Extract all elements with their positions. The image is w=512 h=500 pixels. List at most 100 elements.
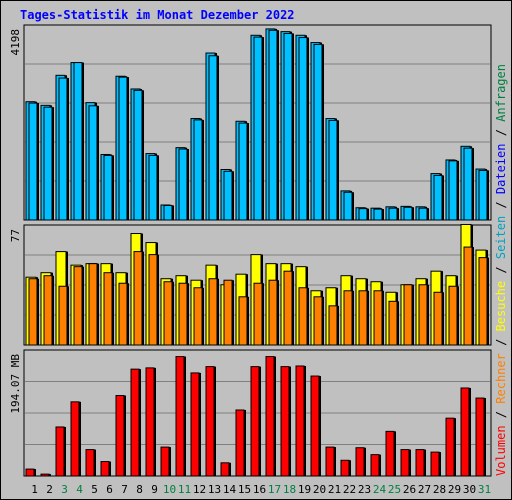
volumen-bar — [265, 356, 275, 477]
dateien-bar — [418, 207, 428, 221]
rechner-bar — [223, 279, 233, 346]
x-tick-label: 22 — [343, 483, 356, 496]
dateien-bar — [73, 62, 83, 221]
x-tick-label: 27 — [418, 483, 431, 496]
dateien-bar — [58, 77, 68, 221]
rechner-bar — [58, 285, 68, 346]
dateien-bar — [358, 208, 368, 221]
y-axis-max-label: 4198 — [9, 29, 22, 56]
rechner-bar — [298, 287, 308, 346]
rechner-bar — [88, 263, 98, 346]
legend-sep-1: / — [494, 411, 508, 418]
dateien-bar — [298, 37, 308, 221]
dateien-bar — [478, 169, 488, 221]
x-tick-label: 10 — [163, 483, 176, 496]
dateien-bar — [163, 204, 173, 221]
legend-sep-5: / — [494, 129, 508, 136]
volumen-bar — [160, 446, 170, 477]
volumen-bar — [250, 366, 260, 477]
legend-besuche: Besuche — [494, 281, 508, 332]
x-tick-label: 18 — [283, 483, 296, 496]
x-tick-label: 12 — [193, 483, 206, 496]
x-tick-label: 30 — [463, 483, 476, 496]
dateien-bar — [448, 160, 458, 221]
volumen-bar — [310, 375, 320, 477]
x-tick-label: 7 — [121, 483, 128, 496]
pages-visits-panel: 77 — [9, 223, 492, 346]
rechner-bar — [283, 270, 293, 346]
x-tick-label: 23 — [358, 483, 371, 496]
volumen-bar — [25, 468, 35, 477]
rechner-bar — [358, 290, 368, 346]
dateien-bar — [208, 55, 218, 221]
dateien-bar — [223, 170, 233, 221]
rechner-bar — [133, 251, 143, 346]
rechner-bar — [313, 296, 323, 346]
dateien-bar — [103, 154, 113, 221]
rechner-bar — [208, 278, 218, 346]
volumen-bar — [325, 446, 335, 477]
rechner-bar — [448, 285, 458, 346]
dateien-bar — [88, 105, 98, 221]
volumen-bar — [40, 473, 50, 477]
x-tick-label: 11 — [178, 483, 191, 496]
volumen-bar — [445, 417, 455, 477]
volumen-bar — [370, 454, 380, 477]
legend-text: Volumen / Rechner / Besuche / Seiten / D… — [494, 64, 508, 476]
dateien-bar — [403, 206, 413, 221]
rechner-bar — [163, 281, 173, 346]
legend: Volumen / Rechner / Besuche / Seiten / D… — [494, 64, 508, 476]
chart-title: Tages-Statistik im Monat Dezember 2022 — [20, 8, 295, 22]
x-axis-day-labels: 1 2 3 4 5 6 7 8 9 10 11 12 13 14 15 16 17 18 19 20 21 22 23 24 2… — [31, 483, 491, 496]
dateien-bar — [193, 119, 203, 221]
legend-volumen: Volumen — [494, 425, 508, 476]
rechner-bar — [388, 300, 398, 346]
volumen-bar — [340, 459, 350, 477]
rechner-bar — [103, 272, 113, 346]
volumen-bar — [475, 397, 485, 477]
volumen-bar — [460, 387, 470, 477]
x-tick-label: 19 — [298, 483, 311, 496]
x-tick-label: 6 — [106, 483, 113, 496]
x-tick-label: 25 — [388, 483, 401, 496]
rechner-bar — [148, 254, 158, 346]
dateien-bar — [43, 106, 53, 221]
volumen-bar — [280, 366, 290, 477]
volumen-bar — [70, 401, 80, 477]
y-axis-max-label: 77 — [9, 229, 22, 242]
dateien-bar — [343, 191, 353, 221]
dateien-bar — [433, 174, 443, 221]
x-tick-label: 26 — [403, 483, 416, 496]
volumen-bar — [85, 449, 95, 477]
rechner-bar — [343, 290, 353, 346]
dateien-bar — [463, 147, 473, 221]
rechner-bar — [463, 246, 473, 346]
rechner-bar — [28, 278, 38, 346]
dateien-bar — [373, 208, 383, 221]
x-tick-label: 8 — [136, 483, 143, 496]
volumen-bar — [295, 365, 305, 477]
dateien-bar — [268, 29, 278, 221]
rechner-bar — [418, 284, 428, 346]
volumen-bar — [175, 356, 185, 477]
volumen-bar — [400, 449, 410, 477]
dateien-bar — [388, 207, 398, 221]
volume-panel: 194.07 MB — [9, 349, 492, 477]
x-tick-label: 20 — [313, 483, 326, 496]
x-tick-label: 21 — [328, 483, 341, 496]
x-tick-label: 24 — [373, 483, 387, 496]
rechner-bar — [433, 291, 443, 346]
x-tick-label: 2 — [46, 483, 53, 496]
y-axis-max-label: 194.07 MB — [9, 354, 22, 414]
rechner-bar — [373, 290, 383, 346]
legend-rechner: Rechner — [494, 353, 508, 404]
x-tick-label: 15 — [238, 483, 251, 496]
rechner-bar — [43, 275, 53, 346]
x-tick-label: 14 — [223, 483, 237, 496]
dateien-bar — [283, 32, 293, 221]
rechner-bar — [193, 287, 203, 346]
legend-sep-2: / — [494, 339, 508, 346]
rechner-bar — [118, 282, 128, 346]
volumen-bar — [145, 367, 155, 477]
